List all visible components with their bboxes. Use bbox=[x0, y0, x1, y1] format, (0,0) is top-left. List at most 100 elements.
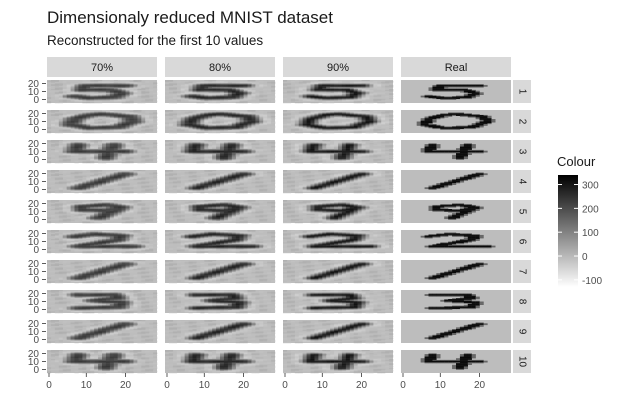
heatmap-cell bbox=[63, 91, 67, 92]
heatmap-cell bbox=[59, 102, 63, 103]
heatmap-cell bbox=[59, 89, 63, 90]
heatmap-cell bbox=[354, 119, 358, 120]
heatmap-cell bbox=[165, 100, 169, 101]
heatmap-cell bbox=[59, 85, 63, 86]
heatmap-cell bbox=[440, 117, 444, 118]
heatmap-cell bbox=[338, 120, 342, 121]
heatmap-cell bbox=[47, 158, 51, 159]
heatmap-cell bbox=[153, 85, 157, 86]
heatmap-cell bbox=[287, 114, 291, 115]
heatmap-cell bbox=[145, 124, 149, 125]
heatmap-cell bbox=[145, 150, 149, 151]
heatmap-cell bbox=[47, 88, 51, 89]
heatmap-cell bbox=[47, 148, 51, 149]
heatmap-cell bbox=[47, 152, 51, 153]
heatmap-cell bbox=[373, 90, 377, 91]
heatmap-cell bbox=[165, 87, 169, 88]
heatmap-cell bbox=[67, 112, 71, 113]
heatmap-cell bbox=[149, 82, 153, 83]
heatmap-cell bbox=[141, 93, 145, 94]
heatmap-cell bbox=[55, 89, 59, 90]
heatmap-cell bbox=[468, 117, 472, 118]
heatmap-cell bbox=[102, 131, 106, 132]
heatmap-cell bbox=[311, 132, 315, 133]
heatmap-cell bbox=[133, 130, 137, 131]
heatmap-cell bbox=[126, 130, 130, 131]
heatmap-cell bbox=[181, 131, 185, 132]
heatmap-cell bbox=[114, 161, 118, 162]
heatmap-cell bbox=[255, 98, 259, 99]
heatmap-cell bbox=[283, 111, 287, 112]
facet-column-label-1: 80% bbox=[209, 62, 231, 74]
heatmap-cell bbox=[169, 85, 173, 86]
heatmap-cell bbox=[193, 141, 197, 142]
heatmap-cell bbox=[55, 86, 59, 87]
heatmap-cell bbox=[145, 131, 149, 132]
heatmap-cell bbox=[299, 101, 303, 102]
heatmap-cell bbox=[204, 123, 208, 124]
heatmap-cell bbox=[314, 82, 318, 83]
heatmap-cell bbox=[212, 92, 216, 93]
heatmap-cell bbox=[322, 132, 326, 133]
heatmap-cell bbox=[149, 124, 153, 125]
heatmap-cell bbox=[153, 128, 157, 129]
heatmap-cell bbox=[369, 87, 373, 88]
heatmap-cell bbox=[169, 115, 173, 116]
heatmap-cell bbox=[98, 80, 102, 81]
heatmap-cell bbox=[110, 161, 114, 162]
heatmap-cell bbox=[259, 122, 263, 123]
heatmap-cell bbox=[381, 86, 385, 87]
heatmap-cell bbox=[216, 102, 220, 103]
heatmap-cell bbox=[149, 142, 153, 143]
heatmap-cell bbox=[480, 94, 484, 95]
heatmap-cell bbox=[322, 102, 326, 103]
heatmap-cell bbox=[271, 91, 275, 92]
heatmap-cell bbox=[389, 122, 393, 123]
heatmap-cell bbox=[185, 101, 189, 102]
heatmap-cell bbox=[295, 132, 299, 133]
heatmap-cell bbox=[346, 82, 350, 83]
facet-row-label-1: 2 bbox=[516, 119, 527, 125]
heatmap-cell bbox=[110, 131, 114, 132]
heatmap-cell bbox=[173, 112, 177, 113]
heatmap-cell bbox=[98, 117, 102, 118]
heatmap-cell bbox=[456, 129, 460, 130]
heatmap-cell bbox=[67, 156, 71, 157]
heatmap-cell bbox=[122, 102, 126, 103]
heatmap-cell bbox=[153, 131, 157, 132]
heatmap-cell bbox=[78, 99, 82, 100]
heatmap-cell bbox=[283, 132, 287, 133]
heatmap-cell bbox=[59, 126, 63, 127]
heatmap-cell bbox=[487, 123, 491, 124]
heatmap-cell bbox=[381, 112, 385, 113]
heatmap-cell bbox=[86, 160, 90, 161]
heatmap-cell bbox=[55, 142, 59, 143]
heatmap-cell bbox=[267, 101, 271, 102]
heatmap-cell bbox=[71, 155, 75, 156]
heatmap-cell bbox=[259, 101, 263, 102]
heatmap-cell bbox=[432, 122, 436, 123]
heatmap-cell bbox=[251, 141, 255, 142]
heatmap-cell bbox=[389, 131, 393, 132]
heatmap-cell bbox=[271, 117, 275, 118]
heatmap-cell bbox=[389, 128, 393, 129]
heatmap-cell bbox=[59, 117, 63, 118]
heatmap-cell bbox=[232, 101, 236, 102]
heatmap-cell bbox=[440, 99, 444, 100]
heatmap-cell bbox=[78, 131, 82, 132]
heatmap-cell bbox=[47, 92, 51, 93]
heatmap-cell bbox=[114, 122, 118, 123]
heatmap-cell bbox=[51, 85, 55, 86]
heatmap-cell bbox=[78, 155, 82, 156]
heatmap-cell bbox=[63, 128, 67, 129]
heatmap-cell bbox=[259, 89, 263, 90]
heatmap-cell bbox=[283, 92, 287, 93]
heatmap-cell bbox=[141, 125, 145, 126]
heatmap-cell bbox=[153, 145, 157, 146]
heatmap-cell bbox=[71, 161, 75, 162]
heatmap-cell bbox=[181, 99, 185, 100]
heatmap-cell bbox=[220, 122, 224, 123]
heatmap-cell bbox=[366, 130, 370, 131]
heatmap-cell bbox=[271, 87, 275, 88]
heatmap-cell bbox=[67, 161, 71, 162]
